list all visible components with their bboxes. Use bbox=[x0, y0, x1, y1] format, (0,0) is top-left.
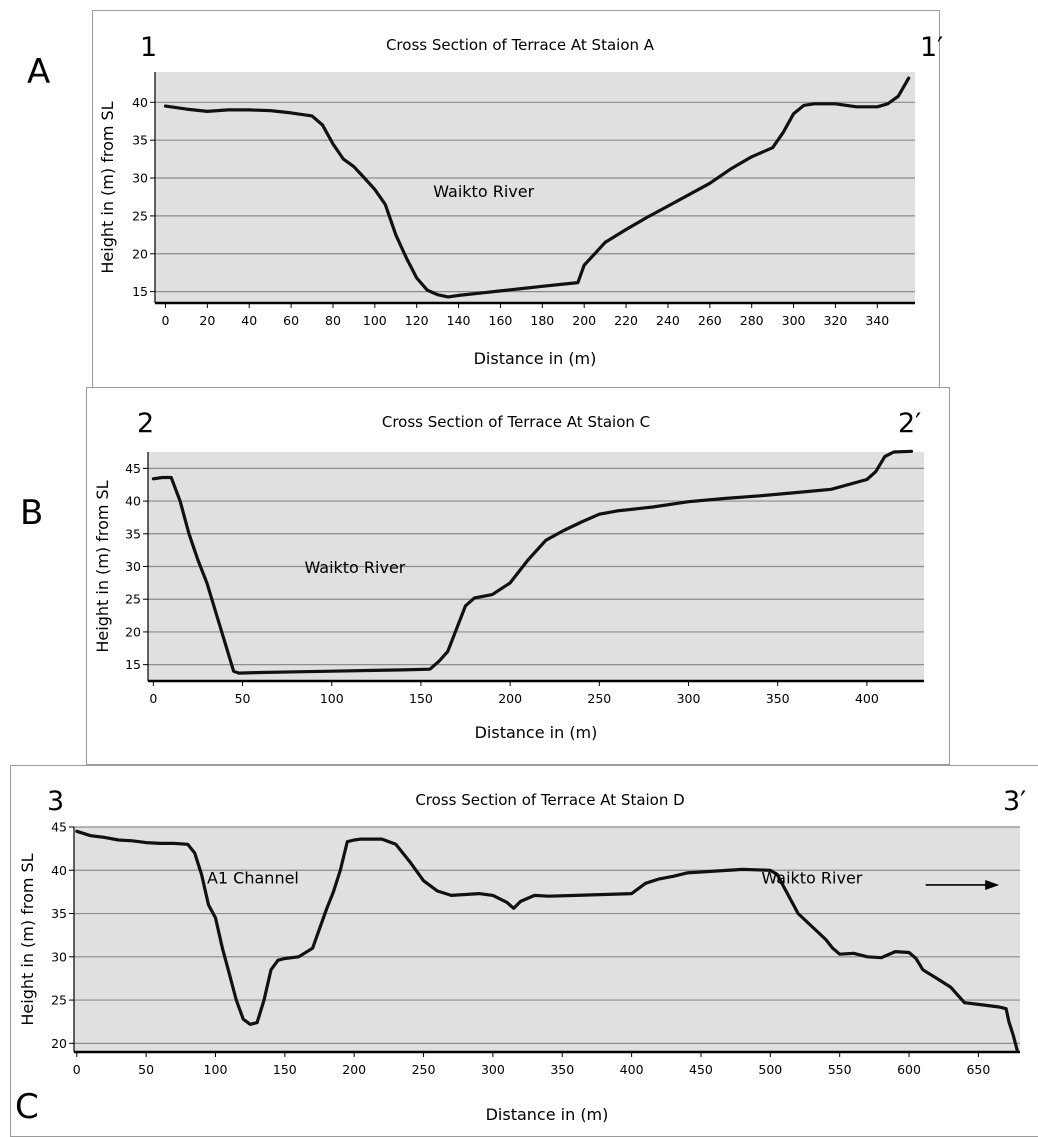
y-tick-label-a: 15 bbox=[132, 284, 148, 299]
x-tick-label-c: 500 bbox=[758, 1062, 782, 1077]
chart-title-c: Cross Section of Terrace At Staion D bbox=[415, 791, 684, 809]
profile-line-b bbox=[151, 449, 914, 675]
x-tick-label-b: 0 bbox=[149, 691, 157, 706]
x-tick-label-a: 260 bbox=[698, 313, 722, 328]
profile-line-a bbox=[163, 76, 911, 299]
x-tick-label-a: 320 bbox=[824, 313, 848, 328]
flow-arrow-head bbox=[985, 879, 1000, 890]
end-marker-b: 2′ bbox=[898, 408, 921, 439]
plot-area-c bbox=[74, 827, 1020, 1052]
annotation-b: Waikto River bbox=[304, 558, 405, 577]
chart-title-b: Cross Section of Terrace At Staion C bbox=[382, 413, 650, 431]
x-tick-label-a: 20 bbox=[199, 313, 215, 328]
x-tick-label-c: 600 bbox=[897, 1062, 921, 1077]
x-tick-label-c: 200 bbox=[342, 1062, 366, 1077]
x-tick-label-b: 200 bbox=[498, 691, 522, 706]
x-tick-label-a: 280 bbox=[740, 313, 764, 328]
start-marker-a: 1 bbox=[140, 32, 157, 63]
x-tick-label-c: 650 bbox=[966, 1062, 990, 1077]
x-tick-label-a: 100 bbox=[363, 313, 387, 328]
y-axis-title-c: Height in (m) from SL bbox=[18, 853, 37, 1025]
panel-letter-a: A bbox=[27, 52, 51, 92]
x-tick-label-a: 160 bbox=[489, 313, 513, 328]
x-tick-label-a: 240 bbox=[656, 313, 680, 328]
x-tick-label-b: 300 bbox=[677, 691, 701, 706]
x-tick-label-a: 300 bbox=[782, 313, 806, 328]
x-tick-label-c: 50 bbox=[138, 1062, 154, 1077]
x-tick-label-c: 300 bbox=[481, 1062, 505, 1077]
start-marker-b: 2 bbox=[137, 408, 154, 439]
y-tick-label-c: 25 bbox=[51, 993, 67, 1008]
y-tick-label-c: 30 bbox=[51, 949, 67, 964]
y-tick-label-a: 40 bbox=[132, 95, 148, 110]
x-tick-label-a: 60 bbox=[283, 313, 299, 328]
x-tick-label-c: 100 bbox=[204, 1062, 228, 1077]
x-tick-label-a: 40 bbox=[241, 313, 257, 328]
y-tick-label-c: 40 bbox=[51, 863, 67, 878]
x-tick-label-a: 120 bbox=[405, 313, 429, 328]
end-marker-a: 1′ bbox=[920, 32, 943, 63]
annotation-a: Waikto River bbox=[433, 182, 534, 201]
y-tick-label-b: 25 bbox=[125, 592, 141, 607]
x-tick-label-a: 80 bbox=[325, 313, 341, 328]
y-tick-label-a: 20 bbox=[132, 246, 148, 261]
annotation-c: A1 Channel bbox=[207, 868, 299, 887]
x-axis-title-c: Distance in (m) bbox=[486, 1105, 609, 1124]
y-tick-label-a: 30 bbox=[132, 171, 148, 186]
y-tick-label-b: 20 bbox=[125, 624, 141, 639]
y-tick-label-b: 40 bbox=[125, 494, 141, 509]
x-tick-label-c: 0 bbox=[73, 1062, 81, 1077]
chart-title-a: Cross Section of Terrace At Staion A bbox=[386, 36, 655, 54]
annotation-c: Waikto River bbox=[761, 868, 862, 887]
y-axis-title-b: Height in (m) from SL bbox=[93, 480, 112, 652]
x-tick-label-b: 250 bbox=[587, 691, 611, 706]
x-tick-label-b: 400 bbox=[855, 691, 879, 706]
y-tick-label-b: 45 bbox=[125, 461, 141, 476]
x-tick-label-c: 400 bbox=[620, 1062, 644, 1077]
x-tick-label-b: 50 bbox=[235, 691, 251, 706]
y-tick-label-b: 15 bbox=[125, 657, 141, 672]
x-axis-title-b: Distance in (m) bbox=[475, 723, 598, 742]
start-marker-c: 3 bbox=[47, 786, 64, 817]
x-tick-label-c: 150 bbox=[273, 1062, 297, 1077]
y-tick-label-b: 30 bbox=[125, 559, 141, 574]
panel-letter-c: C bbox=[15, 1087, 39, 1127]
x-tick-label-a: 200 bbox=[572, 313, 596, 328]
x-tick-label-b: 150 bbox=[409, 691, 433, 706]
y-tick-label-c: 20 bbox=[51, 1036, 67, 1051]
x-tick-label-a: 0 bbox=[161, 313, 169, 328]
profile-line-c bbox=[75, 829, 1019, 1052]
y-tick-label-a: 25 bbox=[132, 208, 148, 223]
x-tick-label-c: 250 bbox=[412, 1062, 436, 1077]
x-tick-label-b: 350 bbox=[766, 691, 790, 706]
x-tick-label-c: 450 bbox=[689, 1062, 713, 1077]
x-tick-label-a: 220 bbox=[614, 313, 638, 328]
x-tick-label-a: 140 bbox=[447, 313, 471, 328]
x-tick-label-b: 100 bbox=[320, 691, 344, 706]
x-tick-label-a: 180 bbox=[530, 313, 554, 328]
y-axis-title-a: Height in (m) from SL bbox=[98, 101, 117, 273]
x-tick-label-c: 550 bbox=[828, 1062, 852, 1077]
x-axis-title-a: Distance in (m) bbox=[474, 349, 597, 368]
y-tick-label-b: 35 bbox=[125, 526, 141, 541]
x-tick-label-c: 350 bbox=[550, 1062, 574, 1077]
panel-letter-b: B bbox=[20, 493, 44, 533]
y-tick-label-c: 35 bbox=[51, 906, 67, 921]
y-tick-label-a: 35 bbox=[132, 133, 148, 148]
y-tick-label-c: 45 bbox=[51, 820, 67, 835]
end-marker-c: 3′ bbox=[1003, 786, 1026, 817]
x-tick-label-a: 340 bbox=[865, 313, 889, 328]
